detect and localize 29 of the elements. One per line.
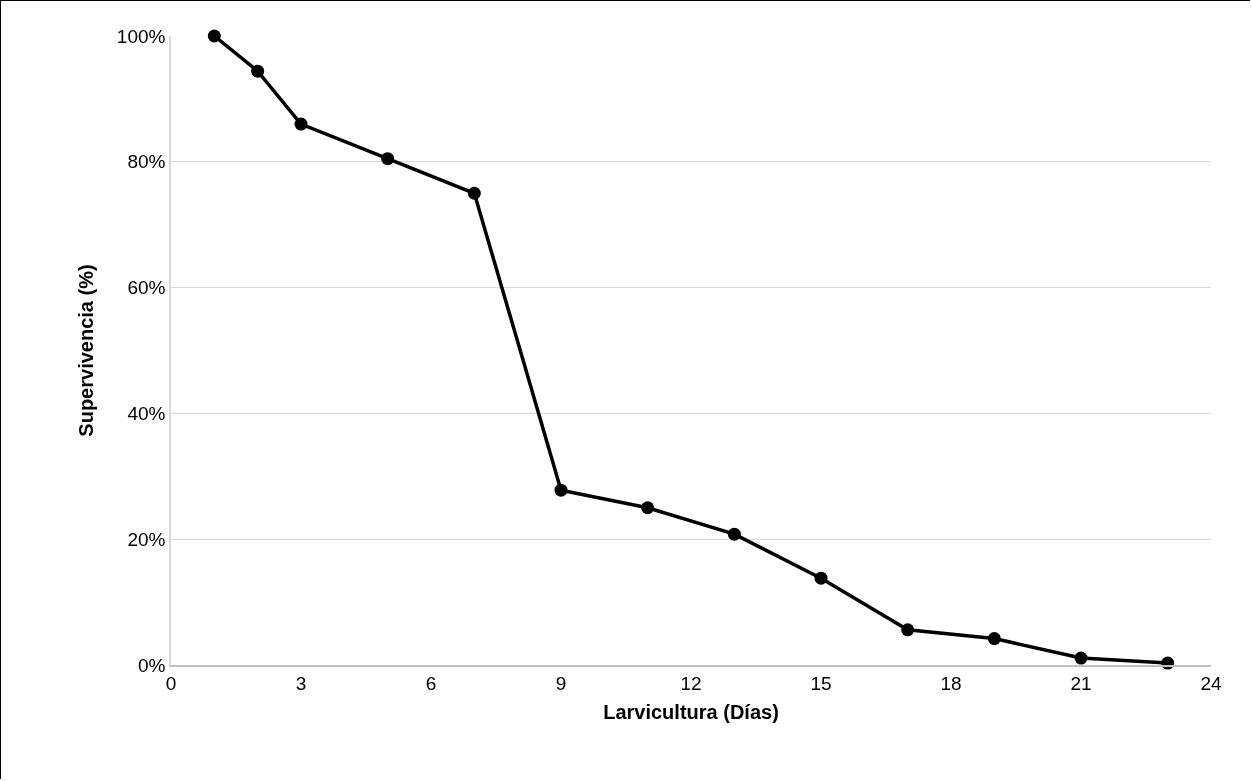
x-tick-label: 3 — [295, 672, 307, 694]
y-tick-label: 60% — [127, 277, 166, 299]
y-tick-label: 40% — [127, 403, 166, 425]
point — [814, 571, 828, 585]
x-tick-label: 18 — [940, 672, 962, 694]
x-tick-label: 15 — [810, 672, 832, 694]
y-tick-label: 20% — [127, 528, 166, 550]
point — [1074, 651, 1088, 665]
x-tick-label: 9 — [555, 672, 567, 694]
x-axis-title: Larvicultura (Días) — [603, 700, 779, 723]
point — [901, 623, 915, 637]
point — [381, 152, 395, 166]
x-tick-label: 24 — [1200, 672, 1222, 694]
point — [467, 186, 481, 200]
x-tick-label: 6 — [425, 672, 437, 694]
y-tick-label: 100% — [116, 25, 166, 47]
x-tick-label: 0 — [165, 672, 177, 694]
y-tick-label: 0% — [137, 654, 166, 676]
point — [987, 632, 1001, 646]
point — [294, 117, 308, 131]
point — [554, 483, 568, 497]
y-tick-label: 80% — [127, 151, 166, 173]
x-tick-label: 12 — [680, 672, 702, 694]
point — [641, 501, 655, 515]
y-axis-title: Supervivencia (%) — [74, 264, 97, 437]
point — [207, 29, 221, 43]
x-tick-label: 21 — [1070, 672, 1092, 694]
point — [251, 64, 265, 78]
point — [727, 527, 741, 541]
